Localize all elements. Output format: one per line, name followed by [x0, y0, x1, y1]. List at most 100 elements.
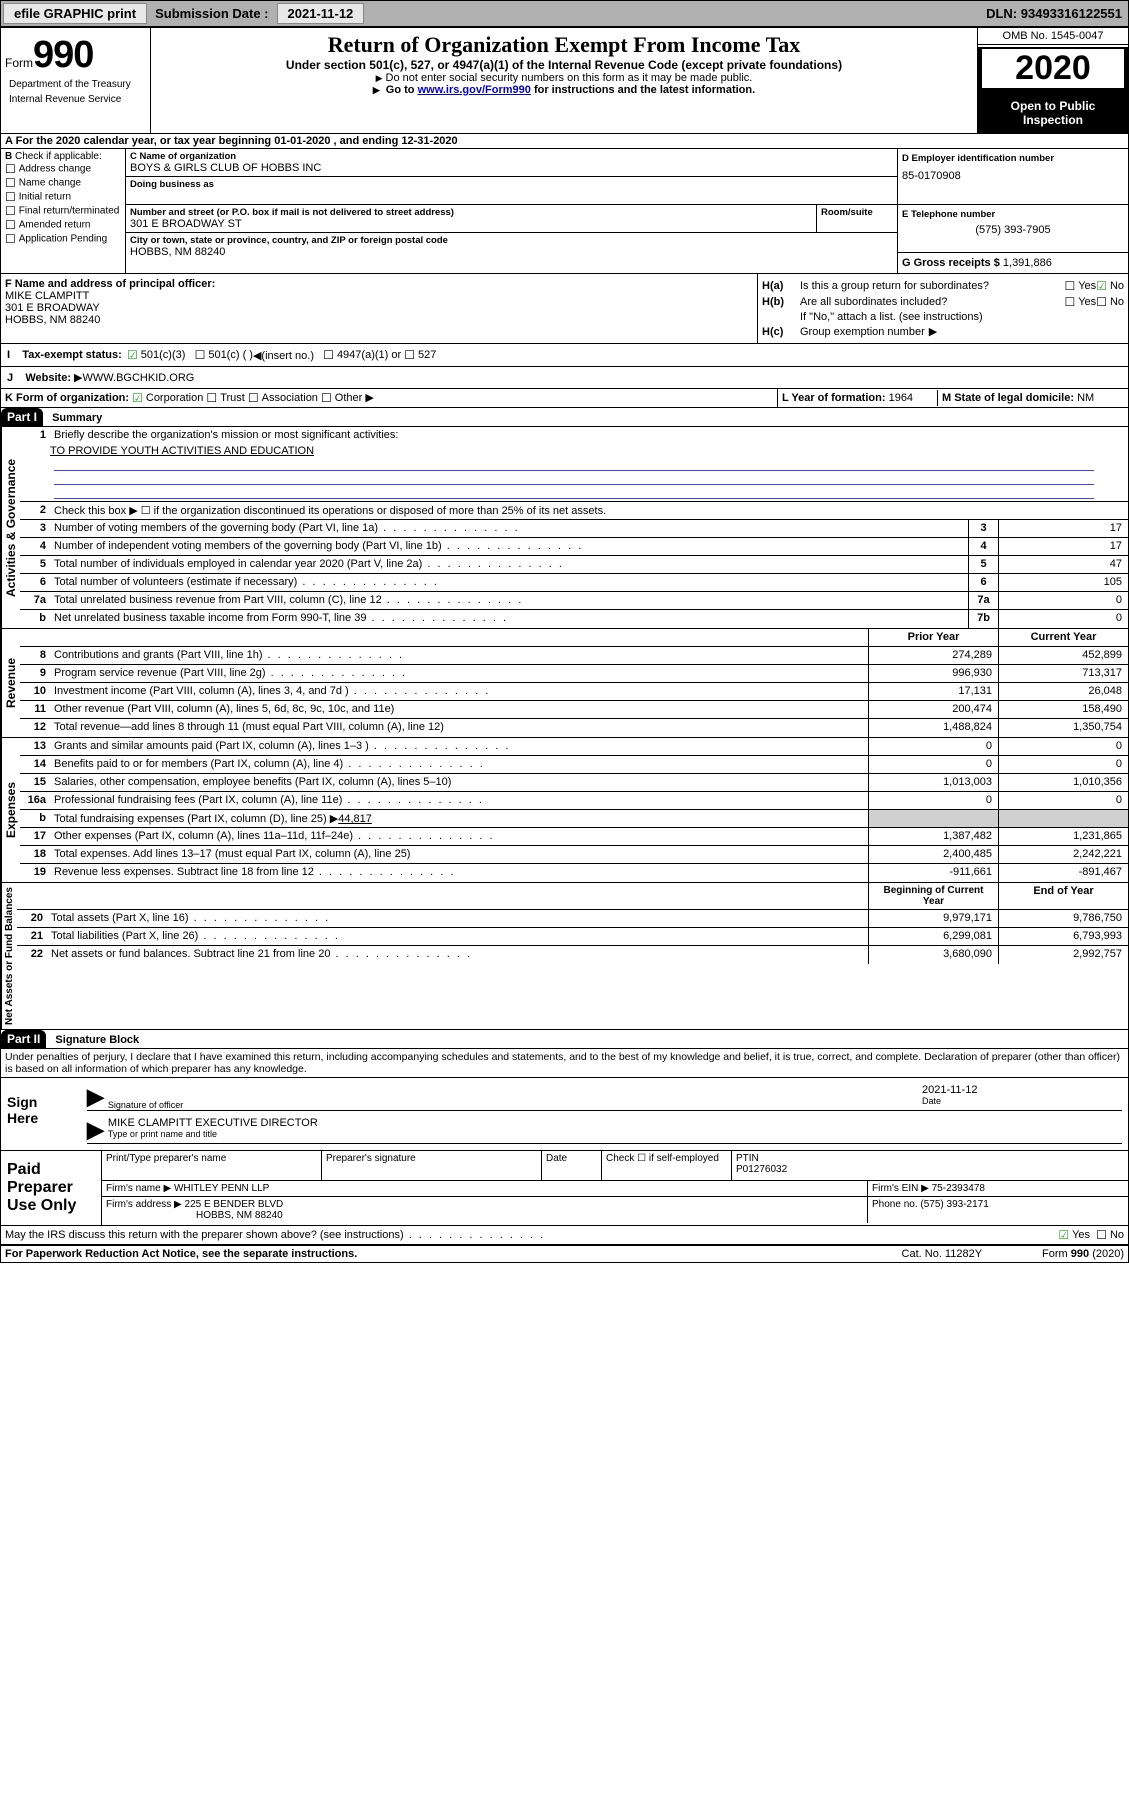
officer-name-title: MIKE CLAMPITT EXECUTIVE DIRECTOR: [108, 1117, 1122, 1129]
check-self-employed[interactable]: Check ☐ if self-employed: [602, 1151, 732, 1180]
top-toolbar: efile GRAPHIC print Submission Date : 20…: [0, 0, 1129, 27]
check-initial-return[interactable]: Initial return: [5, 190, 121, 204]
ha-yes[interactable]: Yes: [1064, 279, 1096, 293]
p16a: 0: [868, 792, 998, 809]
check-4947[interactable]: 4947(a)(1) or: [323, 348, 401, 362]
org-name-label: Name of organization: [140, 151, 237, 162]
ha-no[interactable]: No: [1096, 279, 1124, 293]
line4: Number of independent voting members of …: [50, 538, 968, 555]
street-address: 301 E BROADWAY ST: [130, 218, 812, 230]
c10: 26,048: [998, 683, 1128, 700]
discuss-no[interactable]: No: [1096, 1228, 1124, 1242]
sig-date-label: Date: [922, 1096, 1122, 1106]
dln: DLN: 93493316122551: [986, 6, 1128, 21]
goto-post: for instructions and the latest informat…: [534, 84, 755, 96]
line3: Number of voting members of the governin…: [50, 520, 968, 537]
sign-here-label: Sign Here: [1, 1078, 71, 1150]
c18: 2,242,221: [998, 846, 1128, 863]
c15: 1,010,356: [998, 774, 1128, 791]
submission-date-label: Submission Date :: [149, 4, 274, 23]
check-final-return[interactable]: Final return/terminated: [5, 204, 121, 218]
dept-treasury: Department of the Treasury: [5, 77, 146, 92]
p17: 1,387,482: [868, 828, 998, 845]
ha-text: Is this a group return for subordinates?: [800, 280, 1064, 292]
city-state-zip: HOBBS, NM 88240: [130, 246, 893, 258]
check-527[interactable]: 527: [404, 348, 436, 362]
vert-revenue: Revenue: [1, 629, 20, 737]
line16b-val: 44,817: [338, 813, 372, 825]
check-amended-return[interactable]: Amended return: [5, 218, 121, 232]
dln-label: DLN:: [986, 6, 1017, 21]
instructions-link[interactable]: www.irs.gov/Form990: [418, 84, 531, 96]
hb-yes[interactable]: Yes: [1064, 295, 1096, 309]
website-value: WWW.BGCHKID.ORG: [83, 372, 195, 384]
val3: 17: [998, 520, 1128, 537]
discuss-yes[interactable]: Yes: [1058, 1228, 1090, 1242]
hb-note: If "No," attach a list. (see instruction…: [762, 310, 1124, 324]
state-domicile: NM: [1077, 392, 1094, 404]
c11: 158,490: [998, 701, 1128, 718]
part2-header: Part II: [1, 1030, 46, 1048]
check-association[interactable]: Association: [248, 392, 318, 404]
l-label: L Year of formation:: [782, 392, 886, 404]
website-row: J Website: ▶ WWW.BGCHKID.ORG: [1, 367, 1128, 389]
open-public-2: Inspection: [980, 113, 1126, 127]
line8: Contributions and grants (Part VIII, lin…: [50, 647, 868, 664]
firm-phone-label: Phone no.: [872, 1199, 918, 1210]
check-name-change[interactable]: Name change: [5, 176, 121, 190]
c12: 1,350,754: [998, 719, 1128, 737]
insert-no: (insert no.): [261, 350, 314, 362]
tel-label: E Telephone number: [902, 209, 1124, 220]
cat-no: Cat. No. 11282Y: [902, 1248, 983, 1260]
efile-print-button[interactable]: efile GRAPHIC print: [3, 3, 147, 24]
firm-ein: 75-2393478: [932, 1183, 985, 1194]
principal-addr2: HOBBS, NM 88240: [5, 314, 753, 326]
line20: Total assets (Part X, line 16): [47, 910, 868, 927]
form-title: Return of Organization Exempt From Incom…: [155, 32, 973, 58]
check-b-label: Check if applicable:: [15, 151, 102, 162]
c13: 0: [998, 738, 1128, 755]
check-other[interactable]: Other: [321, 392, 362, 404]
line11: Other revenue (Part VIII, column (A), li…: [50, 701, 868, 718]
firm-phone: (575) 393-2171: [920, 1199, 988, 1210]
val7a: 0: [998, 592, 1128, 609]
sig-officer-label: Signature of officer: [108, 1100, 922, 1110]
p13: 0: [868, 738, 998, 755]
dept-irs: Internal Revenue Service: [5, 92, 146, 107]
part2-title: Signature Block: [49, 1032, 145, 1048]
type-arrow-icon: ▶: [87, 1117, 108, 1143]
c16a: 0: [998, 792, 1128, 809]
line1-label: Briefly describe the organization's miss…: [50, 427, 1128, 443]
p14: 0: [868, 756, 998, 773]
form-word: Form: [5, 56, 33, 70]
c8: 452,899: [998, 647, 1128, 664]
period-a: For the 2020 calendar year, or tax year …: [16, 135, 275, 147]
room-label: Room/suite: [821, 207, 893, 218]
check-application-pending[interactable]: Application Pending: [5, 232, 121, 246]
period-begin: 01-01-2020: [274, 135, 330, 147]
ptin-label: PTIN: [736, 1153, 1124, 1164]
form-header: Form 990 Department of the Treasury Inte…: [1, 28, 1128, 134]
firm-addr2: HOBBS, NM 88240: [106, 1210, 863, 1221]
hb-no[interactable]: No: [1096, 295, 1124, 309]
m-label: M State of legal domicile:: [942, 392, 1074, 404]
check-501c[interactable]: 501(c) ( ): [195, 348, 253, 362]
ein-value: 85-0170908: [902, 164, 1124, 182]
line7b: Net unrelated business taxable income fr…: [50, 610, 968, 628]
end-year-hdr: End of Year: [998, 883, 1128, 909]
check-corporation[interactable]: Corporation: [132, 392, 203, 404]
firm-name-label: Firm's name ▶: [106, 1183, 171, 1194]
c14: 0: [998, 756, 1128, 773]
check-trust[interactable]: Trust: [206, 392, 244, 404]
ein-label: D Employer identification number: [902, 153, 1124, 164]
firm-addr1: 225 E BENDER BLVD: [185, 1199, 284, 1210]
principal-addr1: 301 E BROADWAY: [5, 302, 753, 314]
check-501c3[interactable]: 501(c)(3): [127, 348, 185, 362]
omb-number: OMB No. 1545-0047: [978, 28, 1128, 45]
k-label: K Form of organization:: [5, 392, 129, 404]
hc-text: Group exemption number: [800, 326, 925, 338]
line17: Other expenses (Part IX, column (A), lin…: [50, 828, 868, 845]
sig-date: 2021-11-12: [922, 1084, 1122, 1096]
goto-arrow-icon: [373, 84, 383, 96]
check-address-change[interactable]: Address change: [5, 162, 121, 176]
